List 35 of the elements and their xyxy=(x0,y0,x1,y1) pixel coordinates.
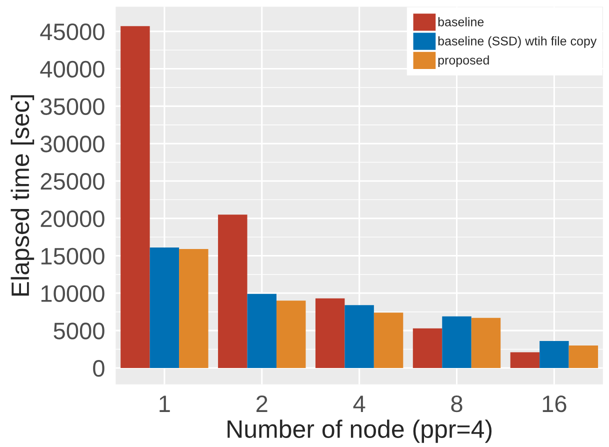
x-axis-title: Number of node (ppr=4) xyxy=(228,420,492,443)
bar xyxy=(412,328,442,368)
bar xyxy=(510,352,540,368)
legend-label: baseline (SSD) wtih file copy xyxy=(438,36,597,48)
legend-label: proposed xyxy=(438,55,489,68)
y-axis-title: Elapsed time [sec] xyxy=(10,95,34,296)
x-tick-label: 1 xyxy=(160,396,170,412)
y-tick-label: 45000 xyxy=(40,23,104,40)
legend-label: baseline xyxy=(438,17,484,26)
bar xyxy=(247,294,276,368)
y-tick-label: 5000 xyxy=(54,322,104,340)
bar xyxy=(120,26,150,368)
x-tick-label: 4 xyxy=(353,396,366,412)
y-tick-label: 30000 xyxy=(40,136,104,152)
bar xyxy=(540,341,569,368)
x-tick-label: 8 xyxy=(451,395,462,412)
x-tick-label: 2 xyxy=(256,395,268,412)
y-tick-label: 25000 xyxy=(40,173,104,190)
x-tick-label: 16 xyxy=(542,395,566,412)
bar xyxy=(218,214,248,368)
bar xyxy=(374,312,404,368)
y-tick-label: 0 xyxy=(93,360,104,377)
bar xyxy=(276,300,306,368)
bar xyxy=(179,249,208,368)
bar xyxy=(471,318,501,368)
y-tick-label: 20000 xyxy=(40,210,104,228)
bar xyxy=(315,298,345,368)
y-tick-label: 15000 xyxy=(41,248,104,265)
bar xyxy=(568,346,598,368)
y-tick-label: 35000 xyxy=(40,98,104,115)
bar xyxy=(150,248,180,368)
y-tick-label: 10000 xyxy=(41,285,104,302)
bar xyxy=(442,316,472,368)
bar xyxy=(344,305,374,368)
y-tick-label: 40000 xyxy=(40,60,104,78)
